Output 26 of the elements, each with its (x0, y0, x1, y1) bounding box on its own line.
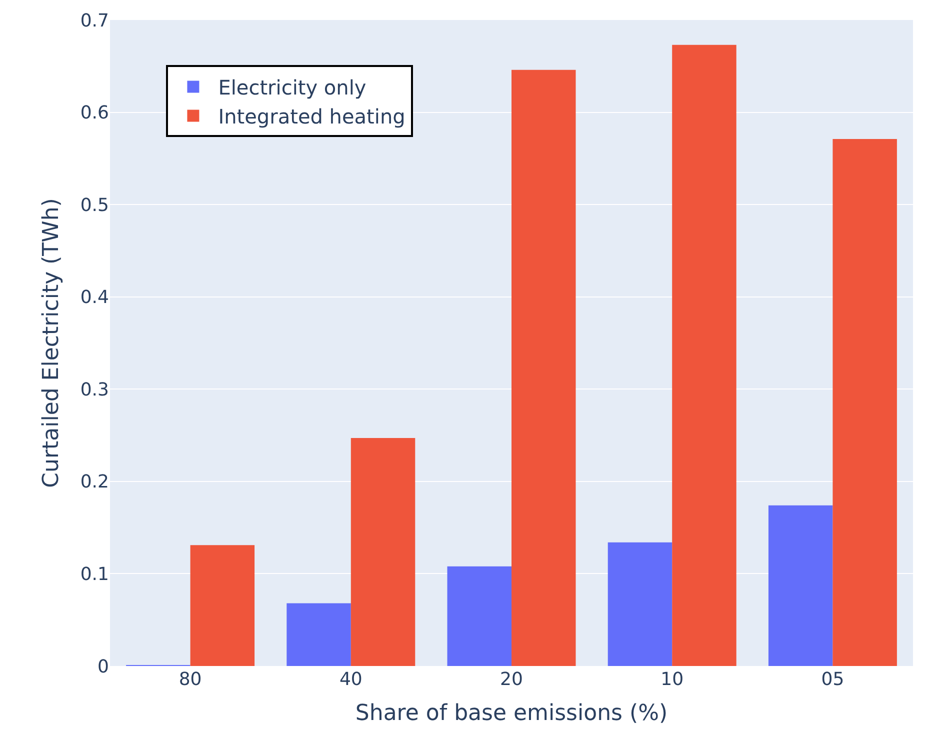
x-tick-label: 05 (821, 669, 844, 690)
x-tick-label: 20 (500, 669, 523, 690)
bar (832, 139, 897, 666)
bar (672, 44, 736, 666)
y-tick-label: 0.4 (80, 287, 109, 308)
x-tick-label: 10 (660, 669, 684, 690)
bar (512, 70, 576, 666)
y-tick-label: 0 (98, 656, 109, 678)
y-axis-title: Curtailed Electricity (TWh) (39, 198, 64, 488)
x-axis-title: Share of base emissions (%) (355, 700, 668, 726)
y-tick-label: 0.6 (80, 102, 109, 124)
bar (447, 566, 512, 666)
bar (286, 603, 351, 666)
x-tick-label: 40 (339, 669, 362, 690)
bar (350, 438, 416, 666)
x-tick-label: 80 (178, 669, 202, 690)
legend-label: Integrated heating (218, 104, 406, 129)
y-tick-label: 0.7 (80, 10, 109, 32)
y-tick-label: 0.2 (80, 472, 109, 493)
bar (768, 505, 833, 666)
y-tick-label: 0.5 (80, 194, 109, 216)
legend-label: Electricity only (218, 76, 366, 100)
y-tick-label: 0.1 (80, 564, 109, 586)
y-tick-label: 0.3 (80, 379, 109, 400)
bar (190, 545, 255, 666)
bar (608, 542, 672, 666)
